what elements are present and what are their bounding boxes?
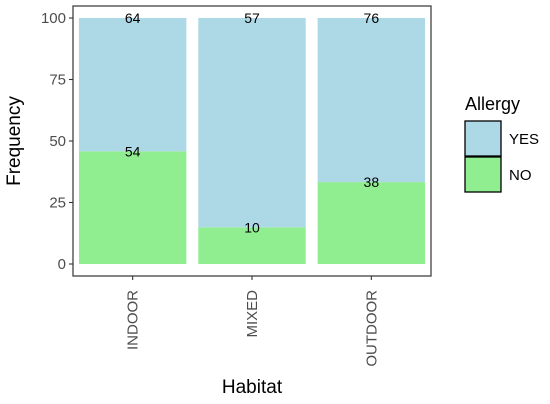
bar-no-indoor (78, 151, 187, 264)
y-axis-title: Frequency (4, 96, 25, 186)
x-tick-label-mixed: MIXED (244, 290, 261, 338)
legend-key-yes (464, 120, 502, 157)
y-tick-label: 75 (49, 72, 66, 89)
y-tick-label: 100 (41, 10, 66, 27)
x-tick-label-indoor: INDOOR (125, 290, 142, 350)
legend-entries: YES NO (464, 120, 539, 193)
bar-no-outdoor (317, 182, 426, 264)
data-label-yes-mixed: 57 (244, 10, 260, 26)
bars-group (78, 18, 426, 264)
legend-label-yes: YES (509, 131, 539, 148)
data-label-yes-indoor: 64 (125, 10, 141, 26)
y-tick-label: 0 (58, 256, 66, 273)
y-tick-label: 50 (49, 133, 66, 150)
y-tick-label: 25 (49, 195, 66, 212)
data-label-no-indoor: 54 (125, 143, 141, 159)
legend: Allergy YES NO (464, 94, 539, 193)
data-labels-group: 54 64 10 57 38 76 (125, 10, 379, 235)
legend-key-no (464, 156, 502, 193)
bar-yes-mixed (198, 18, 306, 228)
legend-title: Allergy (465, 94, 520, 114)
data-label-no-outdoor: 38 (364, 174, 380, 190)
data-label-yes-outdoor: 76 (364, 10, 380, 26)
data-label-no-mixed: 10 (244, 219, 260, 235)
bar-no-mixed (198, 227, 306, 264)
bar-yes-indoor (78, 18, 187, 152)
bar-yes-outdoor (317, 18, 426, 183)
legend-label-no: NO (509, 167, 532, 184)
x-axis-title: Habitat (222, 377, 283, 398)
x-tick-label-outdoor: OUTDOOR (363, 290, 380, 367)
y-axis: 0 25 50 75 100 (41, 10, 73, 273)
x-axis: INDOOR MIXED OUTDOOR (125, 276, 380, 367)
